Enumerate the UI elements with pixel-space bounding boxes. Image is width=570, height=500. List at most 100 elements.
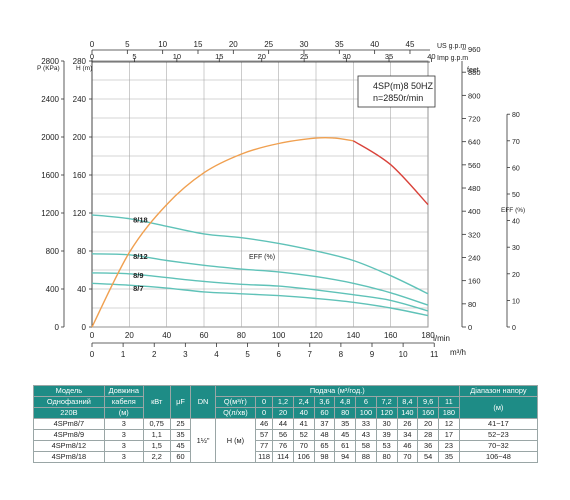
chart-title: 4SP(m)8 50HZ (373, 81, 434, 91)
head-value-cell: 23 (437, 440, 460, 452)
feet-axis-label: feet (467, 67, 479, 74)
model-cell: 4SPm8/7 (33, 418, 105, 430)
head-value-cell: 20 (417, 418, 439, 430)
range-cell: 52~23 (458, 429, 539, 441)
imp-gpm-tick-label: 5 (132, 52, 136, 61)
head-tick-label: 40 (77, 285, 86, 294)
head-tick-label: 0 (82, 323, 87, 332)
imp-gpm-tick-label: 15 (215, 52, 223, 61)
x-tick-label: 180 (421, 331, 435, 340)
x-tick-label: 0 (90, 331, 95, 340)
feet-tick-label: 240 (468, 254, 481, 263)
eff-axis-label: EFF (%) (501, 207, 525, 214)
cable-header: Довжина (103, 385, 144, 397)
us-gpm-tick-label: 5 (125, 40, 130, 49)
head-value-cell: 80 (375, 451, 398, 463)
m3h-tick-label: 11 (430, 350, 439, 359)
pressure-axis-label: P (KPa) (37, 65, 60, 72)
imp-gpm-tick-label: 10 (173, 52, 181, 61)
head-value-cell: 94 (334, 451, 357, 463)
us-gpm-tick-label: 30 (300, 40, 309, 49)
us-gpm-tick-label: 45 (406, 40, 415, 49)
imp-gpm-tick-label: 25 (300, 52, 308, 61)
pressure-tick-label: 800 (46, 247, 60, 256)
head-value-cell: 53 (375, 440, 398, 452)
head-value-cell: 30 (375, 418, 398, 430)
head-value-cell: 54 (417, 451, 439, 463)
efficiency-curve-tail (352, 140, 429, 206)
title-box: 4SP(m)8 50HZ n=2850r/min (357, 75, 436, 108)
feet-tick-label: 960 (468, 45, 481, 54)
cable-cell: 3 (103, 429, 144, 441)
head-value-cell: 56 (272, 429, 294, 441)
head-value-cell: 36 (417, 440, 439, 452)
cable-cell: 3 (103, 440, 144, 452)
pressure-tick-label: 400 (46, 285, 60, 294)
m3h-tick-label: 7 (308, 350, 313, 359)
head-value-cell: 48 (313, 429, 336, 441)
feet-tick-label: 320 (468, 230, 481, 239)
eff-tick-label: 80 (512, 112, 520, 119)
head-value-cell: 88 (355, 451, 377, 463)
head-value-cell: 17 (437, 429, 460, 441)
cable-header: кабеля (103, 396, 144, 408)
head-value-cell: 46 (255, 418, 274, 430)
flow-m3h-cell: 9,6 (417, 396, 439, 408)
flow-lmin-cell: 80 (334, 407, 357, 419)
series-label: 8/7 (133, 284, 143, 293)
x-tick-label: 20 (125, 331, 134, 340)
us-gpm-axis-label: US g.p.m (437, 43, 466, 50)
head-value-cell: 57 (255, 429, 274, 441)
flow-lmin-cell: 20 (272, 407, 294, 419)
eff-tick-label: 40 (512, 219, 520, 226)
head-value-cell: 35 (334, 418, 357, 430)
table-header-row: Однофазний кабеля Q(м³/г) 0 1,2 2,4 3,6 4,8 6… (33, 396, 539, 419)
flow-m3h-cell: 3,6 (313, 396, 336, 408)
series-label: 8/12 (133, 252, 148, 261)
feet-tick-label: 640 (468, 138, 481, 147)
cable-cell: 3 (103, 418, 144, 430)
m3h-tick-label: 4 (214, 350, 219, 359)
q-lmin-header: Q(л/хв) (214, 407, 257, 419)
imp-gpm-tick-label: 0 (90, 52, 94, 61)
eff-tick-label: 30 (512, 245, 520, 252)
series-label: 8/18 (133, 216, 148, 225)
head-tick-label: 240 (73, 95, 87, 104)
flow-m3h-cell: 7,2 (375, 396, 398, 408)
head-value-cell: 44 (272, 418, 294, 430)
head-tick-label: 160 (73, 171, 87, 180)
kw-cell: 1,1 (142, 429, 171, 441)
kw-cell: 2,2 (142, 451, 171, 463)
head-value-cell: 70 (292, 440, 315, 452)
head-value-cell: 77 (255, 440, 274, 452)
model-header: Однофазний (33, 396, 105, 408)
head-value-cell: 12 (437, 418, 460, 430)
x-axis-label: l/min (433, 334, 450, 343)
table-row: 4SPm8/7 3 0,75 25 1½" H (м) 46 44 41 37 35 33 30 26 20… (33, 418, 539, 463)
m3h-tick-label: 6 (276, 350, 281, 359)
flow-header: Подача (м³/год.) (214, 385, 460, 397)
model-header: 220В (33, 407, 105, 419)
uf-cell: 35 (169, 429, 192, 441)
head-curve-8-9 (91, 272, 429, 312)
feet-tick-label: 800 (468, 91, 481, 100)
imp-gpm-tick-label: 40 (427, 52, 435, 61)
range-cell: 106~48 (458, 451, 539, 463)
head-value-cell: 98 (313, 451, 336, 463)
eff-tick-label: 0 (512, 325, 516, 332)
pressure-tick-label: 1600 (41, 171, 59, 180)
eff-tick-label: 60 (512, 165, 520, 172)
table-row: 4SPm8/18 3 2,2 60 118 114 106 98 94 88 80 70 54 35 106… (33, 451, 539, 463)
kw-cell: 0,75 (142, 418, 171, 430)
flow-m3h-cell: 8,4 (396, 396, 419, 408)
head-value-cell: 118 (255, 451, 274, 463)
head-value-cell: 41 (292, 418, 315, 430)
pressure-tick-label: 1200 (41, 209, 59, 218)
x-tick-label: 120 (309, 331, 323, 340)
head-value-cell: 52 (292, 429, 315, 441)
feet-tick-label: 480 (468, 184, 481, 193)
pressure-tick-label: 2800 (41, 57, 59, 66)
imp-gpm-tick-label: 35 (385, 52, 393, 61)
head-value-cell: 106 (292, 451, 315, 463)
dn-cell: 1½" (190, 418, 216, 463)
